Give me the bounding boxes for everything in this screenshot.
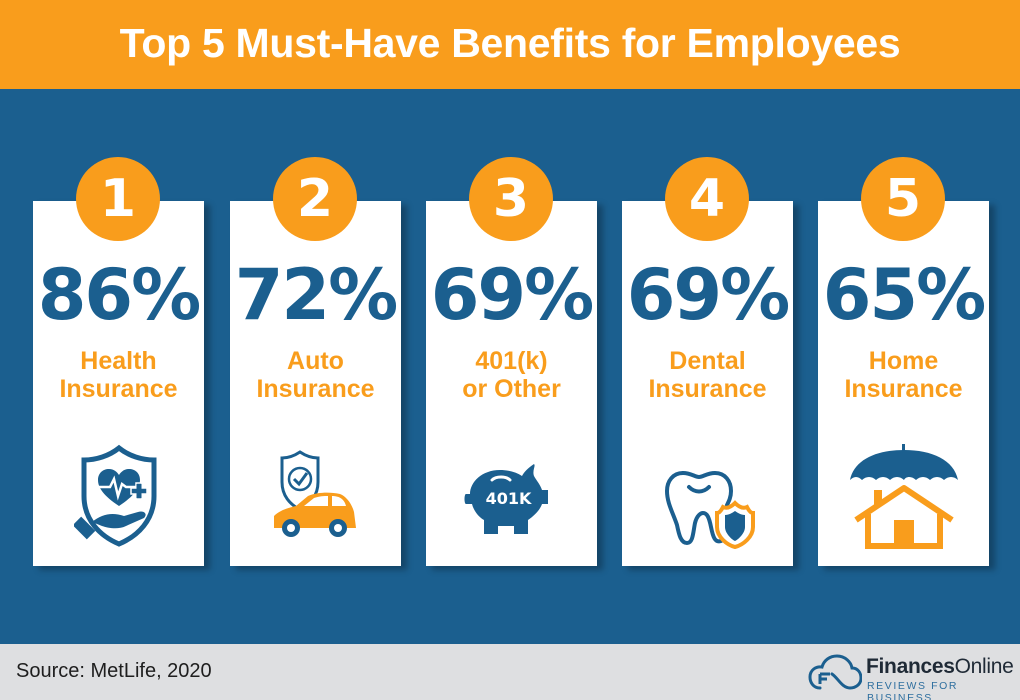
label-line-1: Auto	[287, 347, 344, 375]
percent-value: 86%	[37, 254, 202, 336]
piggy-bank-401k-icon: 401K	[426, 441, 597, 551]
benefit-label: Health Insurance	[33, 347, 204, 403]
benefit-card-home: 65% Home Insurance	[818, 201, 989, 566]
percent-value: 72%	[234, 254, 399, 336]
rank-badge-2: 2	[273, 157, 357, 241]
percent-value: 69%	[430, 254, 595, 336]
label-line-1: 401(k)	[475, 347, 548, 375]
benefit-card-401k: 69% 401(k) or Other 401K	[426, 201, 597, 566]
logo-tagline: REVIEWS FOR BUSINESS	[867, 680, 959, 700]
footer: Source: MetLife, 2020 FinancesOnline REV…	[0, 644, 1020, 700]
label-line-1: Health	[80, 347, 157, 375]
benefit-card-auto: 72% Auto Insurance	[230, 201, 401, 566]
label-line-1: Dental	[669, 347, 746, 375]
rank-badge-1: 1	[76, 157, 160, 241]
benefit-card-dental: 69% Dental Insurance	[622, 201, 793, 566]
title-banner: Top 5 Must-Have Benefits for Employees	[0, 0, 1020, 89]
label-line-2: Insurance	[256, 375, 375, 403]
label-line-2: Insurance	[844, 375, 963, 403]
tooth-shield-icon	[622, 441, 793, 551]
piggy-bank-label: 401K	[485, 489, 532, 508]
rank-badge-5: 5	[861, 157, 945, 241]
rank-badge-4: 4	[665, 157, 749, 241]
benefit-label: Dental Insurance	[622, 347, 793, 403]
label-line-1: Home	[868, 347, 939, 375]
financesonline-logo[interactable]: FinancesOnline REVIEWS FOR BUSINESS	[808, 653, 1018, 700]
benefit-card-health: 86% Health Insurance	[33, 201, 204, 566]
shield-heart-hand-icon	[33, 441, 204, 551]
benefit-label: Home Insurance	[818, 347, 989, 403]
benefit-label: 401(k) or Other	[426, 347, 597, 403]
logo-wordmark: FinancesOnline	[866, 655, 1014, 679]
percent-value: 65%	[822, 254, 987, 336]
label-line-2: Insurance	[648, 375, 767, 403]
percent-value: 69%	[626, 254, 791, 336]
label-line-2: or Other	[462, 375, 561, 403]
source-citation: Source: MetLife, 2020	[16, 660, 212, 682]
car-shield-icon	[230, 441, 401, 551]
benefit-label: Auto Insurance	[230, 347, 401, 403]
page-title: Top 5 Must-Have Benefits for Employees	[119, 20, 901, 66]
label-line-2: Insurance	[59, 375, 178, 403]
logo-regular: Online	[954, 655, 1014, 678]
logo-bold: Finances	[866, 655, 955, 678]
rank-badge-3: 3	[469, 157, 553, 241]
cloud-logo-icon	[808, 654, 862, 690]
house-umbrella-icon	[818, 441, 989, 551]
